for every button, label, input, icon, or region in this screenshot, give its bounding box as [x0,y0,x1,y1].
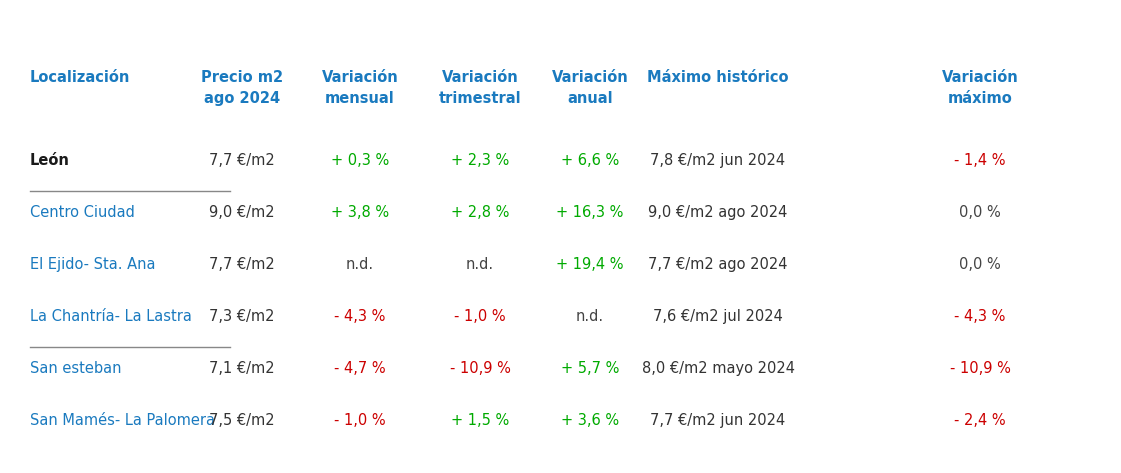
Text: León: León [30,152,70,167]
Text: Precio m2
ago 2024: Precio m2 ago 2024 [201,70,284,106]
Text: - 1,0 %: - 1,0 % [334,412,386,428]
Text: - 2,4 %: - 2,4 % [954,412,1006,428]
Text: 7,6 €/m2 jul 2024: 7,6 €/m2 jul 2024 [654,308,782,324]
Text: Variación
mensual: Variación mensual [322,70,398,106]
Text: 7,5 €/m2: 7,5 €/m2 [210,412,275,428]
Text: + 1,5 %: + 1,5 % [451,412,509,428]
Text: n.d.: n.d. [576,308,604,324]
Text: n.d.: n.d. [466,256,494,272]
Text: San esteban: San esteban [30,360,121,376]
Text: 0,0 %: 0,0 % [960,204,1001,219]
Text: - 10,9 %: - 10,9 % [450,360,510,376]
Text: + 2,3 %: + 2,3 % [451,152,509,167]
Text: 0,0 %: 0,0 % [960,256,1001,272]
Text: + 0,3 %: + 0,3 % [331,152,389,167]
Text: + 16,3 %: + 16,3 % [556,204,623,219]
Text: - 4,3 %: - 4,3 % [954,308,1006,324]
Text: Variación
máximo: Variación máximo [942,70,1018,106]
Text: - 1,0 %: - 1,0 % [454,308,506,324]
Text: San Mamés- La Palomera: San Mamés- La Palomera [30,412,215,428]
Text: Variación
trimestral: Variación trimestral [438,70,521,106]
Text: La Chantría- La Lastra: La Chantría- La Lastra [30,308,192,324]
Text: 7,7 €/m2: 7,7 €/m2 [210,152,275,167]
Text: Máximo histórico: Máximo histórico [647,70,789,85]
Text: 8,0 €/m2 mayo 2024: 8,0 €/m2 mayo 2024 [641,360,795,376]
Text: El Ejido- Sta. Ana: El Ejido- Sta. Ana [30,256,156,272]
Text: + 3,8 %: + 3,8 % [331,204,389,219]
Text: - 4,7 %: - 4,7 % [334,360,386,376]
Text: 7,8 €/m2 jun 2024: 7,8 €/m2 jun 2024 [650,152,786,167]
Text: + 2,8 %: + 2,8 % [451,204,509,219]
Text: + 19,4 %: + 19,4 % [556,256,623,272]
Text: - 4,3 %: - 4,3 % [334,308,386,324]
Text: + 3,6 %: + 3,6 % [560,412,619,428]
Text: 7,7 €/m2 jun 2024: 7,7 €/m2 jun 2024 [650,412,786,428]
Text: 9,0 €/m2: 9,0 €/m2 [210,204,275,219]
Text: - 10,9 %: - 10,9 % [949,360,1010,376]
Text: + 5,7 %: + 5,7 % [560,360,619,376]
Text: Variación
anual: Variación anual [552,70,629,106]
Text: 7,1 €/m2: 7,1 €/m2 [210,360,275,376]
Text: Centro Ciudad: Centro Ciudad [30,204,135,219]
Text: n.d.: n.d. [346,256,374,272]
Text: Localización: Localización [30,70,130,85]
Text: 9,0 €/m2 ago 2024: 9,0 €/m2 ago 2024 [648,204,788,219]
Text: - 1,4 %: - 1,4 % [954,152,1006,167]
Text: 7,3 €/m2: 7,3 €/m2 [210,308,275,324]
Text: 7,7 €/m2: 7,7 €/m2 [210,256,275,272]
Text: + 6,6 %: + 6,6 % [560,152,619,167]
Text: 7,7 €/m2 ago 2024: 7,7 €/m2 ago 2024 [648,256,788,272]
